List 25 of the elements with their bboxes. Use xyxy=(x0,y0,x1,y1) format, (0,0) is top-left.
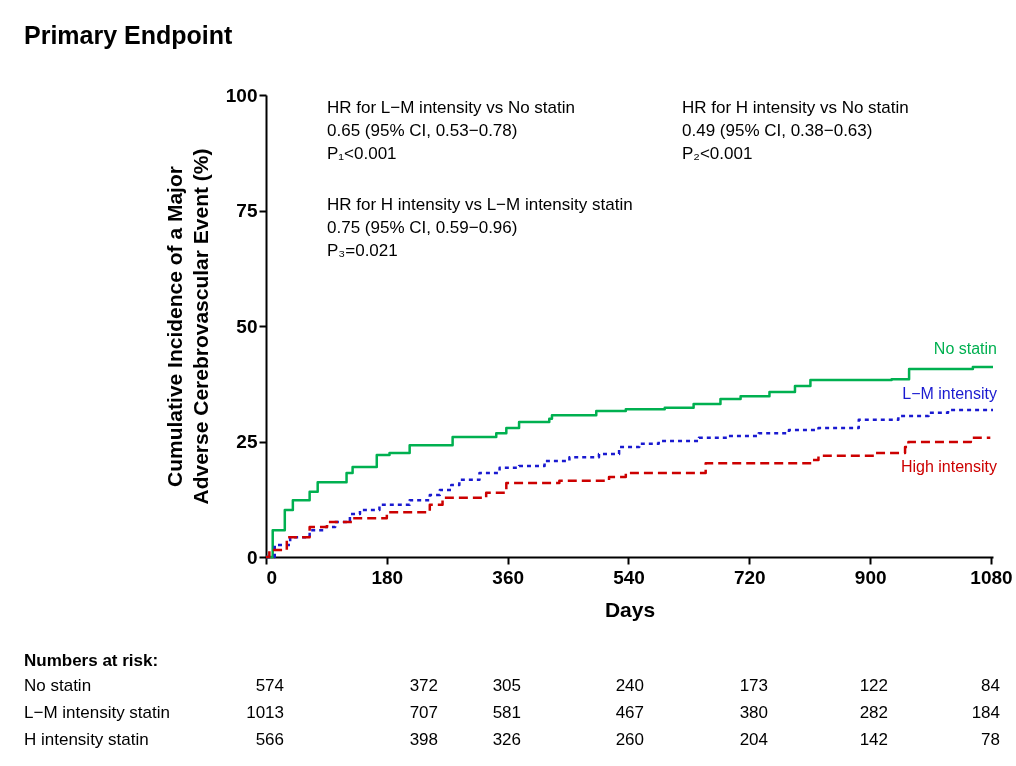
x-tick-label: 0 xyxy=(266,566,278,588)
x-tick-label: 540 xyxy=(613,566,645,588)
x-tick-label: 180 xyxy=(371,566,404,588)
y-tick-label: 0 xyxy=(246,546,258,568)
chart-title: Primary Endpoint xyxy=(24,21,234,49)
text: L−M intensity statin 1013 707 581 467 380 282 184 xyxy=(24,703,1000,722)
x-axis-title: Days xyxy=(604,597,656,621)
y-tick-label: 100 xyxy=(225,84,258,106)
x-tick-label: 360 xyxy=(492,566,525,588)
series-label: High intensity xyxy=(900,458,997,475)
y-tick-label: 50 xyxy=(236,315,258,337)
text: H intensity statin 566 398 326 260 204 142 78 xyxy=(24,730,1000,749)
y-tick-label: 25 xyxy=(236,431,258,452)
text: Numbers at risk: xyxy=(24,651,159,670)
y-tick-label: 75 xyxy=(236,200,258,221)
annotation: HR for H intensity vs No statin 0.49 (95% CI, 0.38−0.63) P₂<0.001 xyxy=(682,98,909,163)
annotation: HR for L−M intensity vs No statin 0.65 (95% CI, 0.53−0.78) P₁<0.001 xyxy=(327,98,576,163)
series-label: L−M intensity xyxy=(902,385,997,402)
x-tick-label: 900 xyxy=(854,566,887,588)
x-tick-label: 1080 xyxy=(970,566,1013,588)
text: No statin 574 372 305 240 173 122 84 xyxy=(24,676,1000,695)
x-tick-label: 720 xyxy=(733,566,766,588)
y-axis-title: Cumulative Incidence of a Major Adverse Cerebrovascular Event (%) xyxy=(162,148,212,505)
series-label: No statin xyxy=(933,340,997,357)
annotation: HR for H intensity vs L−M intensity statin 0.75 (95% CI, 0.59−0.96) P₃=0.021 xyxy=(327,195,633,260)
